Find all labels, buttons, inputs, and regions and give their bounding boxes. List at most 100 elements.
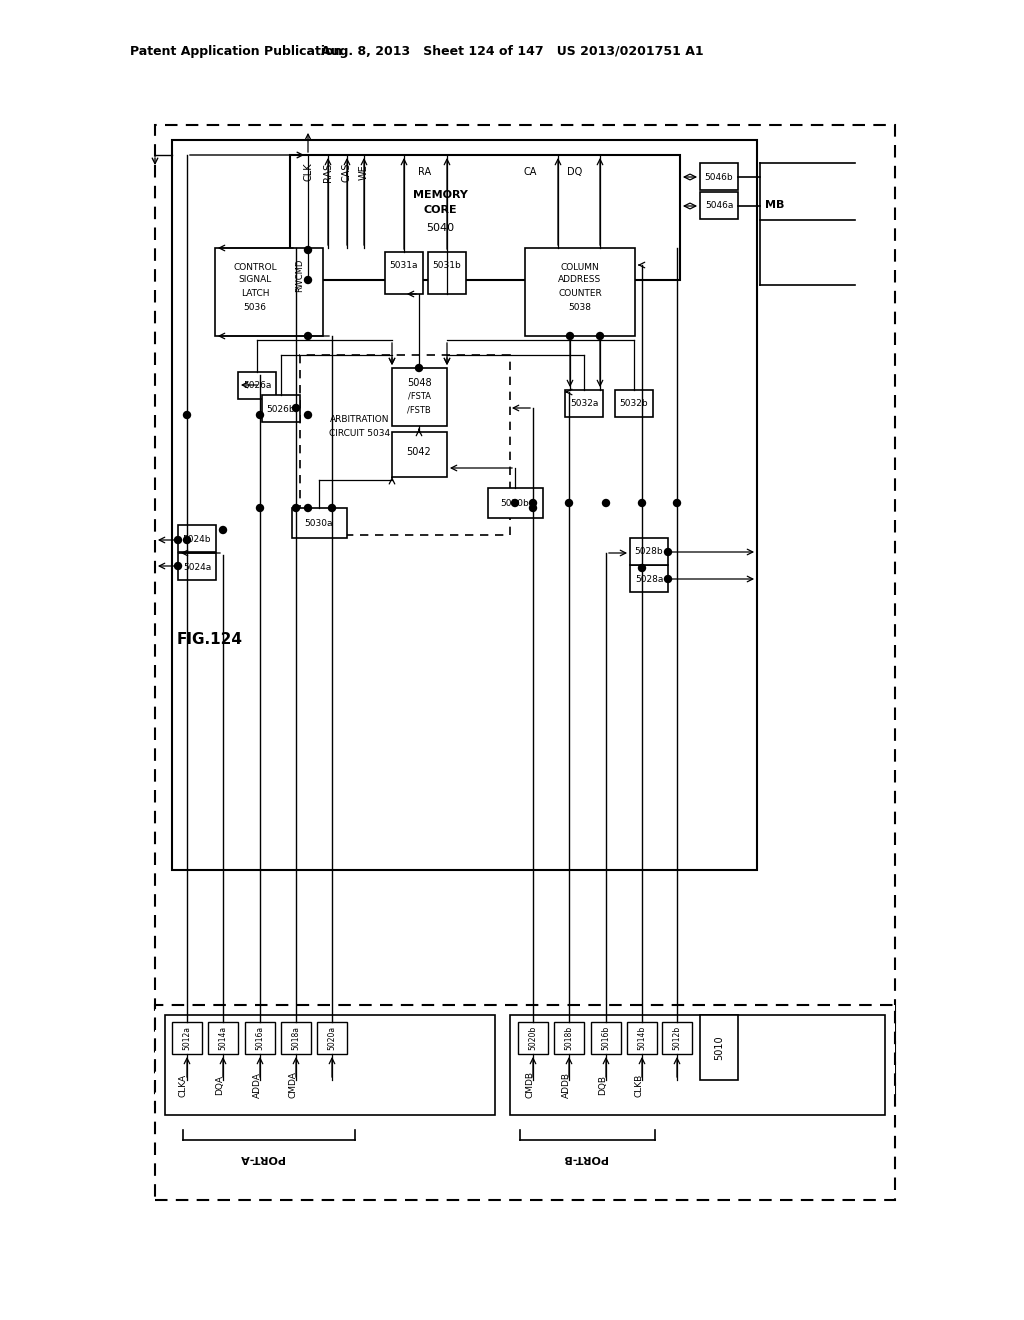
Circle shape (174, 562, 181, 569)
Bar (525, 248, 635, 337)
Text: 5032b: 5032b (620, 400, 648, 408)
Text: DQ: DQ (567, 168, 583, 177)
Text: FIG.124: FIG.124 (177, 632, 243, 648)
Text: 5036: 5036 (244, 304, 266, 313)
Text: 5016a: 5016a (256, 1026, 264, 1051)
Circle shape (602, 499, 609, 507)
Bar (700, 191, 738, 219)
Text: 5038: 5038 (568, 304, 592, 313)
Text: CONTROL: CONTROL (233, 263, 276, 272)
Bar (238, 372, 276, 399)
Bar (172, 140, 757, 870)
Text: 5026b: 5026b (266, 404, 295, 413)
Circle shape (329, 504, 336, 511)
Circle shape (639, 499, 645, 507)
Text: 5014a: 5014a (218, 1026, 227, 1051)
Text: COUNTER: COUNTER (558, 289, 602, 297)
Circle shape (183, 412, 190, 418)
Text: ADDRESS: ADDRESS (558, 276, 602, 285)
Circle shape (639, 565, 645, 572)
Text: WE: WE (359, 164, 369, 180)
Bar (554, 1022, 584, 1053)
Text: SIGNAL: SIGNAL (239, 276, 271, 285)
Bar (591, 1022, 621, 1053)
Bar (518, 1022, 548, 1053)
Circle shape (512, 499, 518, 507)
Bar (615, 389, 653, 417)
Text: CMDA: CMDA (289, 1072, 298, 1098)
Circle shape (665, 576, 672, 582)
Text: Patent Application Publication: Patent Application Publication (130, 45, 342, 58)
Bar (392, 432, 447, 477)
Text: ADDB: ADDB (561, 1072, 570, 1098)
Text: Aug. 8, 2013   Sheet 124 of 147   US 2013/0201751 A1: Aug. 8, 2013 Sheet 124 of 147 US 2013/02… (321, 45, 703, 58)
Text: ADDA: ADDA (253, 1072, 261, 1098)
Text: CLKA: CLKA (178, 1073, 187, 1097)
Bar (428, 252, 466, 294)
Text: 5012b: 5012b (673, 1026, 682, 1051)
Bar (290, 154, 680, 280)
Bar (488, 488, 543, 517)
Text: 5020b: 5020b (528, 1026, 538, 1051)
Bar (392, 368, 447, 426)
Circle shape (304, 504, 311, 511)
Text: 5012a: 5012a (182, 1026, 191, 1049)
Text: 5016b: 5016b (601, 1026, 610, 1051)
Bar (630, 539, 668, 565)
Bar (700, 162, 738, 190)
Circle shape (256, 412, 263, 418)
Text: 5024a: 5024a (183, 562, 211, 572)
Text: /FSTA: /FSTA (408, 392, 430, 400)
Circle shape (529, 504, 537, 511)
Text: RWCMD: RWCMD (296, 259, 304, 292)
Bar (155, 1005, 895, 1200)
Bar (662, 1022, 692, 1053)
Text: MEMORY: MEMORY (413, 190, 467, 201)
Text: 5040: 5040 (426, 223, 454, 234)
Text: 5031a: 5031a (390, 260, 418, 269)
Text: LATCH: LATCH (241, 289, 269, 297)
Text: CIRCUIT 5034: CIRCUIT 5034 (330, 429, 390, 437)
Circle shape (183, 536, 190, 544)
Text: 5018a: 5018a (292, 1026, 300, 1049)
Circle shape (304, 412, 311, 418)
Text: CLK: CLK (303, 162, 313, 181)
Text: DQA: DQA (215, 1074, 224, 1096)
Text: 5014b: 5014b (638, 1026, 646, 1051)
Bar (627, 1022, 657, 1053)
Circle shape (674, 499, 681, 507)
Circle shape (566, 333, 573, 339)
Text: 5030b: 5030b (501, 499, 529, 507)
Bar (155, 125, 895, 1105)
Text: MB: MB (765, 201, 784, 210)
Text: DQB: DQB (598, 1074, 607, 1096)
Circle shape (304, 333, 311, 339)
Text: 5024b: 5024b (182, 535, 211, 544)
Circle shape (565, 499, 572, 507)
Circle shape (597, 333, 603, 339)
Text: 5046b: 5046b (705, 173, 733, 181)
Bar (215, 248, 323, 337)
Text: COLUMN: COLUMN (560, 263, 599, 272)
Bar (172, 1022, 202, 1053)
Circle shape (256, 504, 263, 511)
Bar (565, 389, 603, 417)
Bar (178, 553, 216, 579)
Bar (300, 355, 510, 535)
Text: 5018b: 5018b (564, 1026, 573, 1051)
Bar (630, 565, 668, 591)
Text: PORT-A: PORT-A (240, 1152, 285, 1163)
Text: 5030a: 5030a (305, 519, 333, 528)
Text: CA: CA (523, 168, 537, 177)
Circle shape (293, 404, 299, 412)
Bar (510, 1015, 885, 1115)
Text: 5031b: 5031b (432, 260, 462, 269)
Bar (208, 1022, 238, 1053)
Bar (700, 1015, 738, 1080)
Bar (245, 1022, 275, 1053)
Text: CMDB: CMDB (525, 1072, 535, 1098)
Circle shape (416, 364, 423, 371)
Circle shape (665, 549, 672, 556)
Text: 5028b: 5028b (635, 548, 664, 557)
Text: 5046a: 5046a (705, 202, 733, 210)
